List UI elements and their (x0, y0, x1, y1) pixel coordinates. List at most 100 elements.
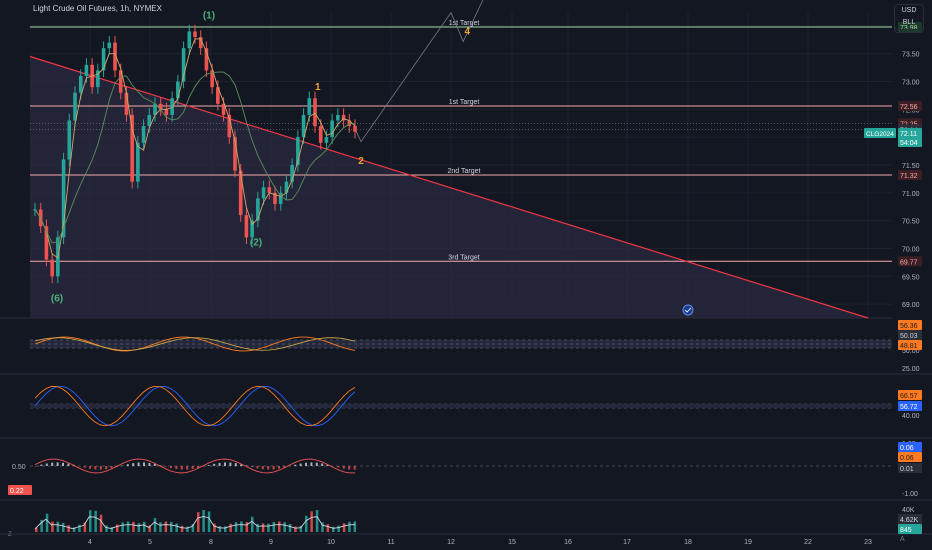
indicator-value-tag: 56.36 (900, 323, 918, 330)
target-label: 3rd Target (448, 254, 479, 261)
macd-hist-bar (148, 462, 151, 466)
candle-body (250, 220, 254, 238)
volume-bar (110, 527, 114, 532)
candle-body (84, 64, 89, 76)
target-label: 1st Target (449, 20, 480, 27)
volume-bar (40, 519, 43, 532)
candle-body (118, 70, 123, 93)
macd-hist-bar (240, 464, 243, 466)
candle-body (278, 192, 283, 204)
candle-body (113, 42, 117, 71)
macd-hist-bar (321, 463, 324, 466)
indicator-value-tag-bg (8, 485, 32, 495)
volume-bar (202, 510, 205, 532)
volume-bar (121, 522, 124, 532)
macd-hist-bar (267, 466, 270, 470)
candle-body (301, 114, 306, 138)
volume-bar (342, 523, 346, 532)
stoch-k-line (34, 385, 356, 427)
indicator-value-tag-bg (898, 514, 922, 524)
candle-body (330, 120, 334, 138)
volume-bar (72, 527, 76, 532)
candle-body (313, 98, 317, 127)
macd-hist-bar (256, 466, 259, 469)
volume-bar (272, 521, 276, 532)
volume-bar (299, 525, 303, 532)
volume-bar (294, 526, 297, 532)
macd-hist-bar (348, 466, 351, 470)
indicator-panes: 50.00 25.00 56.36 50.03 48.81 40.00 66.57 56.72… (0, 320, 932, 535)
indicator-axis-label: 0.50 (12, 464, 26, 471)
descending-trendline[interactable] (29, 55, 869, 319)
time-tick-label: 11 (387, 539, 394, 546)
target-price-tag-bg (898, 256, 922, 267)
volume-bar (186, 526, 189, 532)
wave-label: (1) (203, 11, 215, 22)
macd-hist-bar (105, 466, 108, 470)
volume-bar (153, 518, 157, 532)
candle-body (158, 103, 163, 110)
candle-body (44, 226, 49, 260)
volume-bar (218, 526, 222, 532)
indicator-value-tag: 0.22 (10, 488, 24, 495)
indicator-value-tag-bg (898, 524, 922, 534)
candle-body (124, 92, 129, 115)
candle-body (238, 170, 243, 216)
macd-hist-bar (83, 466, 86, 468)
volume-bar (288, 523, 292, 532)
macd-hist-bar (137, 462, 140, 466)
indicator-value-tag: 0.06 (900, 445, 914, 452)
candle-body (221, 103, 226, 115)
time-tick-label: 10 (327, 539, 335, 546)
candle-body (336, 114, 340, 121)
macd-hist-bar (110, 466, 113, 469)
candle-body (50, 259, 54, 277)
stoch-d-line (34, 385, 356, 427)
auto-scale-indicator[interactable]: Z (8, 532, 12, 538)
indicator-value-tag-bg (898, 330, 922, 340)
macd-hist-bar (305, 462, 307, 466)
candle-body (341, 114, 346, 121)
volume-bar (278, 521, 281, 532)
candle-body (216, 87, 220, 104)
macd-hist-bar (342, 466, 345, 469)
volume-bar (261, 523, 265, 532)
candle-body (73, 92, 77, 121)
candle-body (187, 31, 192, 49)
auto-scale-corner[interactable]: A (900, 536, 905, 543)
volume-bar (78, 524, 81, 532)
candle-body (318, 126, 323, 143)
price-axis[interactable]: 73.5073.0072.5072.0071.5071.0070.5070.00… (864, 22, 922, 309)
indicator-axis-label: 40K (902, 507, 915, 514)
macd-hist-bar (224, 462, 226, 466)
volume-bar (305, 515, 308, 532)
price-tick-label: 70.00 (902, 246, 920, 253)
volume-bar (337, 525, 340, 532)
volume-bar (245, 522, 249, 532)
candle-body (324, 137, 329, 143)
volume-bar (143, 521, 146, 532)
volume-bar (126, 521, 130, 532)
indicator-value-tag-bg (898, 463, 922, 473)
alert-icon[interactable] (682, 304, 694, 316)
macd-hist-bar (132, 463, 135, 466)
candle-body (78, 75, 83, 93)
time-tick-label: 8 (209, 539, 213, 546)
wave-label: 4 (464, 26, 470, 37)
time-tick-label: 16 (564, 539, 572, 546)
volume-bar (116, 524, 119, 532)
indicator-value-tag-bg (898, 442, 922, 452)
time-axis[interactable]: 4 5 8 9 10 11 12 15 16 17 18 19 22 23 (88, 539, 872, 546)
macd-hist-bar (99, 466, 102, 470)
macd-hist-bar (191, 466, 194, 469)
target-label: 1st Target (449, 99, 480, 106)
unit-button[interactable]: BLL (894, 17, 924, 33)
time-tick-label: 22 (804, 539, 812, 546)
rsi-ma-line (34, 337, 356, 351)
volume-bar (283, 522, 286, 532)
macd-hist-bar (175, 466, 178, 469)
candle-body (284, 181, 289, 193)
macd-hist-bar (310, 462, 313, 466)
indicator-value-tag: 50.03 (900, 333, 918, 340)
